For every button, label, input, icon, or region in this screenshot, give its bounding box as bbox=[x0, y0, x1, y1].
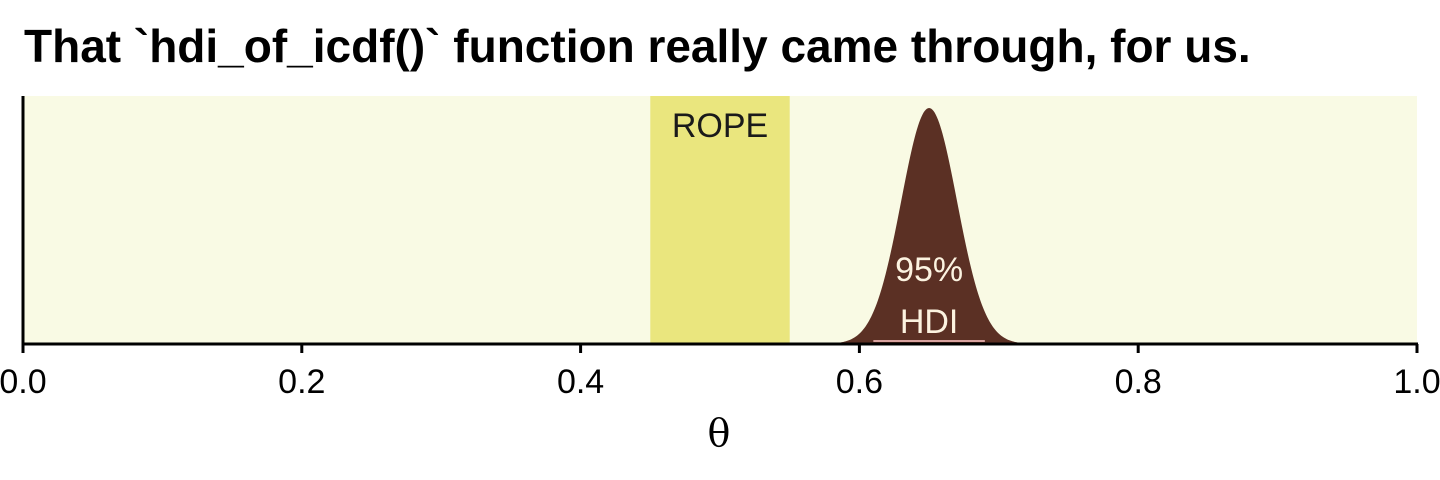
x-tick-label: 0.2 bbox=[278, 363, 325, 401]
rope-label: ROPE bbox=[672, 107, 768, 145]
x-tick-label: 1.0 bbox=[1393, 363, 1440, 401]
x-tick-label: 0.6 bbox=[836, 363, 883, 401]
x-tick-label: 0.8 bbox=[1115, 363, 1162, 401]
x-axis-ticks: 0.0 0.2 0.4 0.6 0.8 1.0 bbox=[0, 344, 1440, 401]
x-axis-label: θ bbox=[708, 411, 731, 455]
posterior-density-area bbox=[817, 108, 1041, 344]
chart-title: That `hdi_of_icdf()` function really cam… bbox=[24, 20, 1251, 72]
hdi-label: HDI bbox=[900, 303, 959, 341]
hdi-percent-label: 95% bbox=[895, 251, 963, 289]
x-tick-label: 0.0 bbox=[0, 363, 47, 401]
x-tick-label: 0.4 bbox=[557, 363, 604, 401]
rope-band bbox=[650, 96, 790, 344]
